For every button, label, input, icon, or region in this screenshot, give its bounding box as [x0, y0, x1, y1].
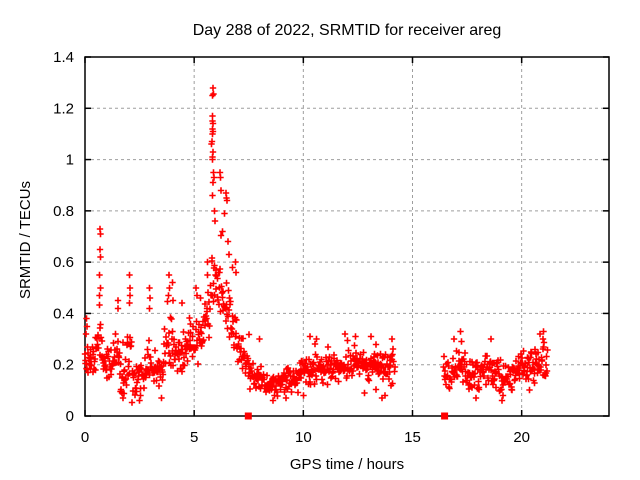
x-tick-label: 15	[404, 429, 421, 446]
y-tick-label: 1.4	[53, 49, 74, 66]
x-tick-labels: 0 5 10 15 20	[81, 429, 530, 446]
x-axis-label: GPS time / hours	[290, 456, 404, 473]
x-tick-label: 0	[81, 429, 89, 446]
y-tick-label: 0.2	[53, 357, 74, 374]
y-tick-labels: 0 0.2 0.4 0.6 0.8 1 1.2 1.4	[53, 49, 74, 425]
y-axis-label: SRMTID / TECUs	[17, 181, 34, 299]
y-tick-label: 1.2	[53, 100, 74, 117]
y-tick-label: 0.4	[53, 305, 74, 322]
x-tick-label: 20	[513, 429, 530, 446]
y-tick-label: 0.8	[53, 203, 74, 220]
y-tick-label: 0.6	[53, 254, 74, 271]
y-tick-label: 0	[66, 408, 74, 425]
axis-square-marker	[244, 412, 252, 420]
axis-marker-squares	[244, 412, 449, 420]
axis-square-marker	[441, 412, 449, 420]
plot-border	[84, 56, 610, 417]
y-tick-label: 1	[66, 152, 74, 169]
x-tick-label: 10	[295, 429, 312, 446]
x-tick-label: 5	[190, 429, 198, 446]
chart-title: Day 288 of 2022, SRMTID for receiver are…	[193, 22, 502, 39]
data-points-series	[81, 84, 551, 406]
